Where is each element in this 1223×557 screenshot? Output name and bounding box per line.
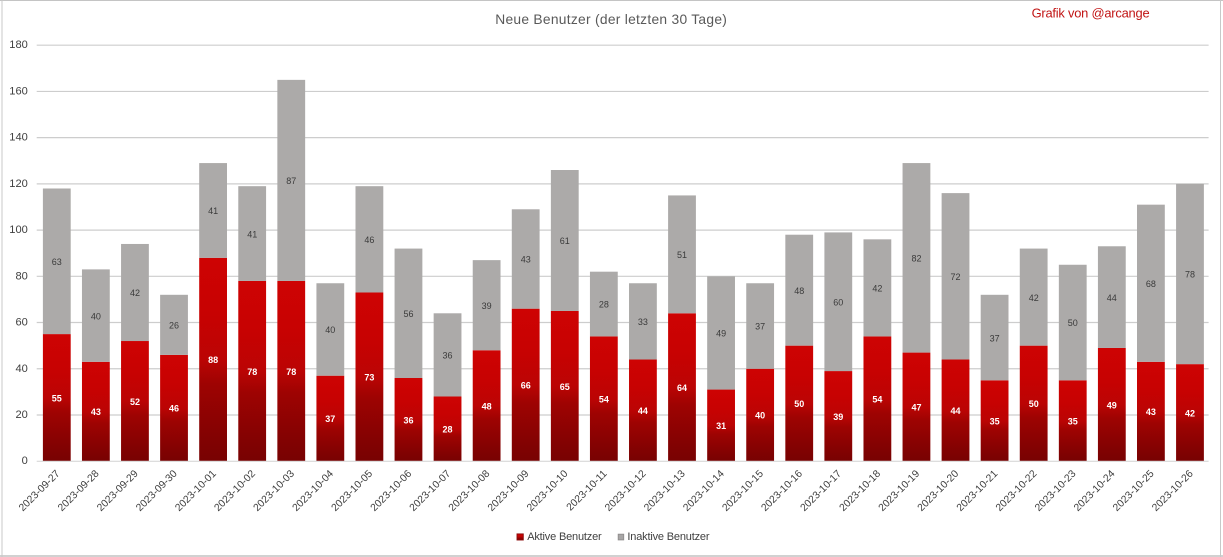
svg-text:40: 40 xyxy=(325,325,335,335)
svg-text:56: 56 xyxy=(403,309,413,319)
svg-text:54: 54 xyxy=(599,395,609,405)
svg-text:60: 60 xyxy=(833,297,843,307)
svg-text:66: 66 xyxy=(521,381,531,391)
svg-text:160: 160 xyxy=(9,85,28,97)
svg-text:0: 0 xyxy=(22,455,28,467)
svg-text:39: 39 xyxy=(482,301,492,311)
svg-text:80: 80 xyxy=(15,270,27,282)
svg-text:180: 180 xyxy=(9,39,28,51)
svg-text:78: 78 xyxy=(247,367,257,377)
svg-text:46: 46 xyxy=(169,404,179,414)
svg-text:41: 41 xyxy=(247,229,257,239)
svg-text:63: 63 xyxy=(52,257,62,267)
svg-text:78: 78 xyxy=(1185,270,1195,280)
svg-text:68: 68 xyxy=(1146,279,1156,289)
svg-text:55: 55 xyxy=(52,393,62,403)
svg-text:36: 36 xyxy=(403,415,413,425)
svg-text:73: 73 xyxy=(364,373,374,383)
svg-text:100: 100 xyxy=(9,224,28,236)
svg-text:51: 51 xyxy=(677,250,687,260)
svg-text:50: 50 xyxy=(794,399,804,409)
svg-text:28: 28 xyxy=(442,425,452,435)
svg-text:48: 48 xyxy=(482,401,492,411)
svg-text:36: 36 xyxy=(442,351,452,361)
svg-text:40: 40 xyxy=(15,363,27,375)
svg-text:60: 60 xyxy=(15,317,27,329)
svg-text:61: 61 xyxy=(560,236,570,246)
svg-text:43: 43 xyxy=(1146,407,1156,417)
svg-text:Aktive Benutzer: Aktive Benutzer xyxy=(527,531,602,543)
svg-text:Grafik von @arcange: Grafik von @arcange xyxy=(1032,6,1150,21)
svg-text:52: 52 xyxy=(130,397,140,407)
svg-text:26: 26 xyxy=(169,321,179,331)
svg-text:64: 64 xyxy=(677,383,687,393)
svg-text:28: 28 xyxy=(599,300,609,310)
svg-text:120: 120 xyxy=(9,178,28,190)
svg-text:88: 88 xyxy=(208,355,218,365)
svg-text:44: 44 xyxy=(950,406,960,416)
svg-text:42: 42 xyxy=(872,284,882,294)
svg-text:37: 37 xyxy=(990,333,1000,343)
svg-text:140: 140 xyxy=(9,132,28,144)
svg-text:48: 48 xyxy=(794,286,804,296)
svg-text:Neue Benutzer (der letzten 30: Neue Benutzer (der letzten 30 Tage) xyxy=(495,12,727,27)
svg-text:39: 39 xyxy=(833,412,843,422)
svg-text:42: 42 xyxy=(1029,293,1039,303)
svg-text:46: 46 xyxy=(364,235,374,245)
svg-text:42: 42 xyxy=(130,288,140,298)
svg-text:44: 44 xyxy=(638,406,648,416)
svg-text:44: 44 xyxy=(1107,293,1117,303)
svg-text:87: 87 xyxy=(286,176,296,186)
svg-text:31: 31 xyxy=(716,421,726,431)
svg-text:42: 42 xyxy=(1185,408,1195,418)
svg-text:37: 37 xyxy=(325,414,335,424)
svg-text:Inaktive Benutzer: Inaktive Benutzer xyxy=(627,531,709,543)
svg-text:43: 43 xyxy=(521,255,531,265)
svg-text:82: 82 xyxy=(911,254,921,264)
svg-text:54: 54 xyxy=(872,395,882,405)
svg-text:37: 37 xyxy=(755,322,765,332)
svg-text:35: 35 xyxy=(1068,417,1078,427)
svg-text:35: 35 xyxy=(990,417,1000,427)
svg-text:65: 65 xyxy=(560,382,570,392)
svg-text:50: 50 xyxy=(1068,318,1078,328)
svg-text:49: 49 xyxy=(1107,400,1117,410)
svg-text:78: 78 xyxy=(286,367,296,377)
svg-text:40: 40 xyxy=(755,411,765,421)
svg-text:47: 47 xyxy=(911,403,921,413)
svg-text:40: 40 xyxy=(91,311,101,321)
svg-text:50: 50 xyxy=(1029,399,1039,409)
svg-text:72: 72 xyxy=(950,272,960,282)
svg-text:33: 33 xyxy=(638,317,648,327)
svg-text:41: 41 xyxy=(208,206,218,216)
svg-text:49: 49 xyxy=(716,329,726,339)
svg-text:43: 43 xyxy=(91,407,101,417)
svg-text:20: 20 xyxy=(15,409,27,421)
